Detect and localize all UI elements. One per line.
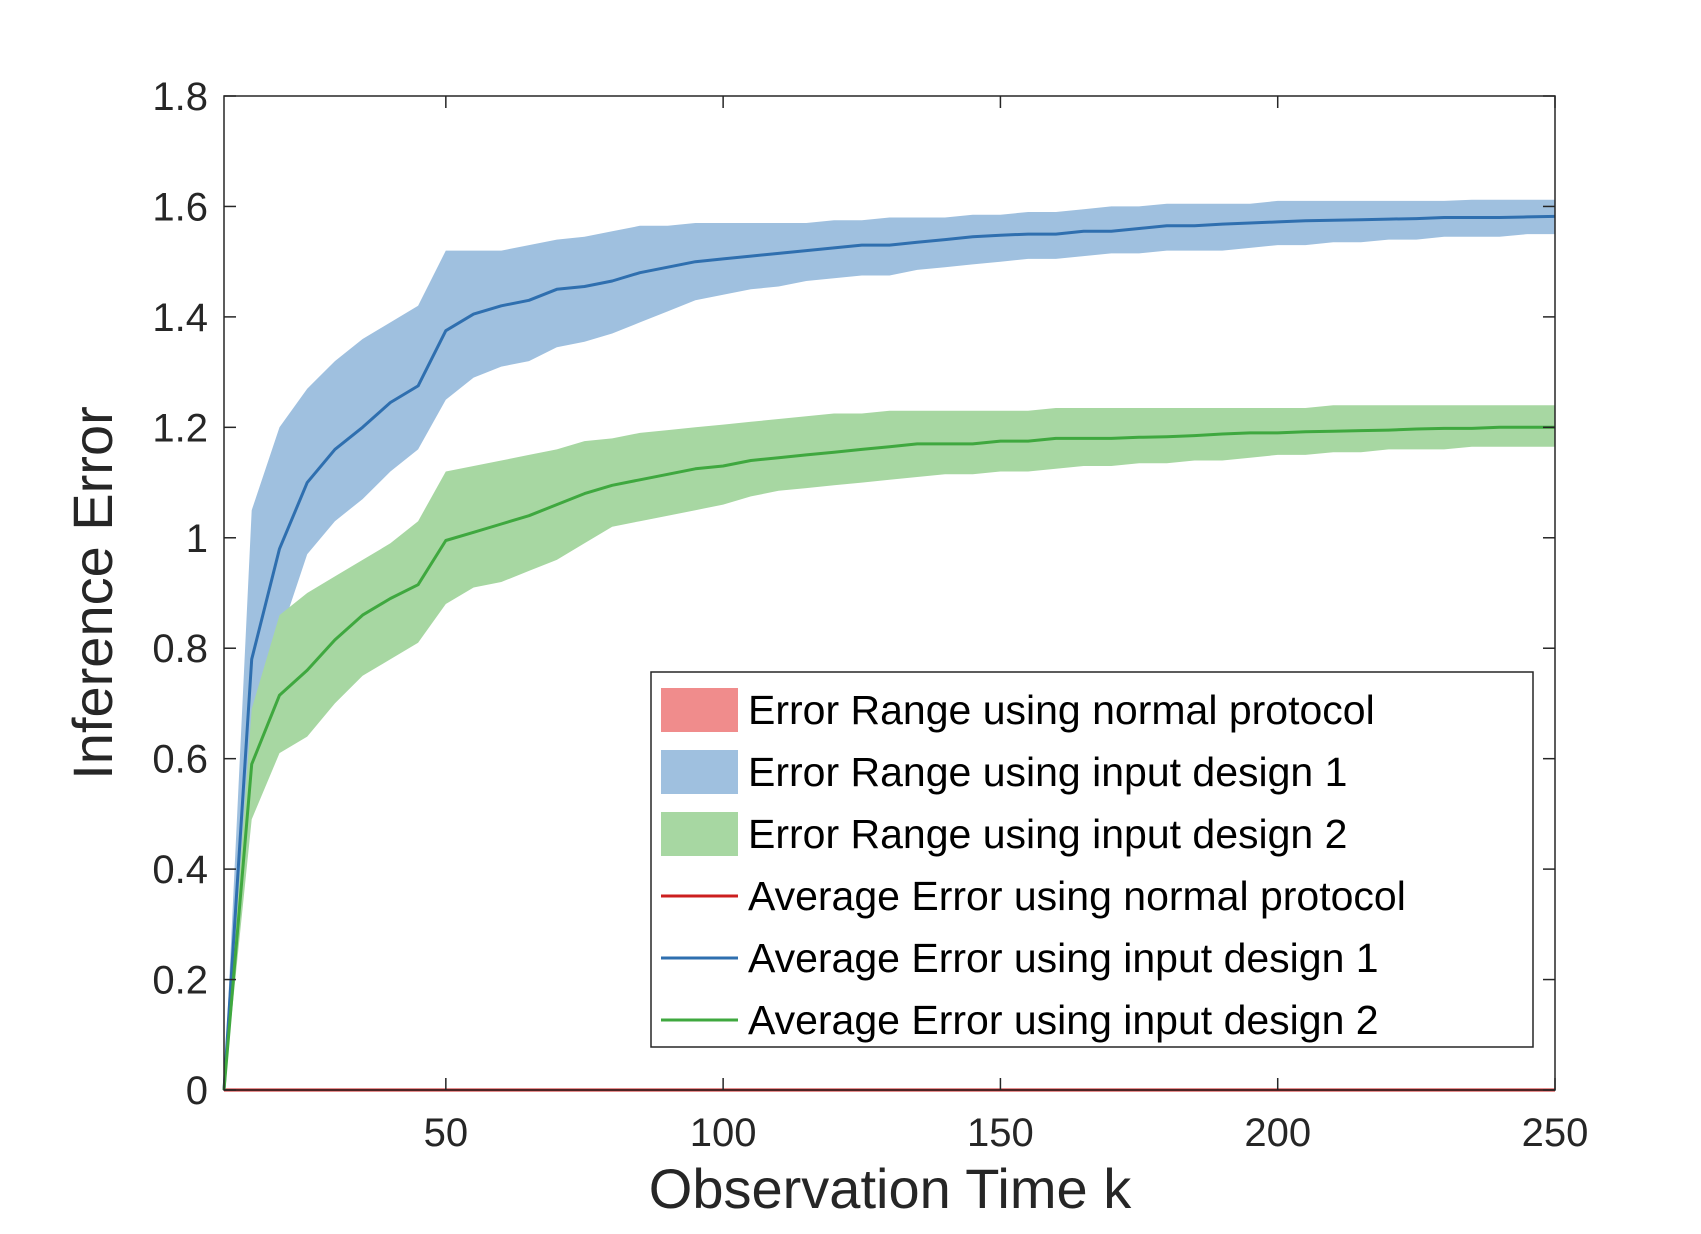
- x-axis-label: Observation Time k: [649, 1157, 1132, 1220]
- line-average-error-using-input-design-2: [222, 425, 1555, 1091]
- legend-label-error-range-using-input-design-2: Error Range using input design 2: [748, 811, 1347, 857]
- y-tick-label: 1.6: [152, 185, 208, 229]
- legend-label-average-error-using-input-design-1: Average Error using input design 1: [748, 935, 1379, 981]
- y-tick-label: 0.6: [152, 738, 208, 782]
- x-tick-label: 250: [1522, 1111, 1589, 1155]
- y-tick-label: 0.2: [152, 959, 208, 1003]
- y-tick-label: 0.4: [152, 848, 208, 892]
- ticks: 50 100 150 200 250 0 0.2 0.4 0.6 0.8 1 1.2 1.4 1.6 1.8: [152, 75, 1588, 1155]
- legend-swatch-error-range-using-input-design-2: [661, 812, 738, 856]
- legend: Error Range using normal protocol Error R…: [650, 671, 1534, 1048]
- axes: [223, 95, 1556, 1091]
- legend-label-error-range-using-normal-protocol: Error Range using normal protocol: [748, 687, 1375, 733]
- x-tick-label: 50: [424, 1111, 469, 1155]
- line-average-error-using-input-design-1: [222, 214, 1556, 1091]
- y-tick-label: 0: [186, 1069, 208, 1113]
- legend-swatch-error-range-using-input-design-1: [661, 750, 738, 794]
- legend-label-error-range-using-input-design-1: Error Range using input design 1: [748, 749, 1347, 795]
- y-tick-label: 1.8: [152, 75, 208, 119]
- legend-label-average-error-using-normal-protocol: Average Error using normal protocol: [748, 873, 1406, 919]
- legend-label-average-error-using-input-design-2: Average Error using input design 2: [748, 997, 1379, 1043]
- x-tick-label: 200: [1244, 1111, 1311, 1155]
- y-tick-label: 1.2: [152, 406, 208, 450]
- legend-swatch-error-range-using-normal-protocol: [661, 688, 738, 732]
- y-tick-label: 1.4: [152, 296, 208, 340]
- y-tick-label: 1: [186, 517, 208, 561]
- legend-box: [650, 671, 1534, 1048]
- y-axis-label: Inference Error: [61, 406, 124, 780]
- x-tick-label: 150: [967, 1111, 1034, 1155]
- y-tick-label: 0.8: [152, 627, 208, 671]
- x-tick-label: 100: [690, 1111, 757, 1155]
- plot-frame: [223, 95, 1556, 1091]
